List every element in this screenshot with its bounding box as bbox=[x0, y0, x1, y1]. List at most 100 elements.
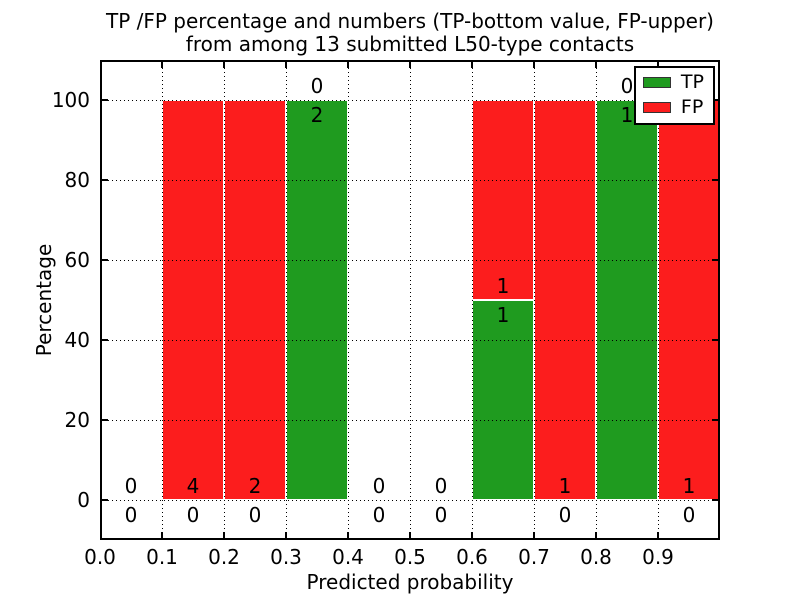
fp-count-label: 0 bbox=[124, 474, 138, 498]
y-axis-label: Percentage bbox=[32, 243, 56, 357]
fp-count-label: 1 bbox=[558, 474, 572, 498]
fp-bar-segment bbox=[534, 100, 596, 500]
y-tick-label: 0 bbox=[77, 488, 90, 512]
x-tick-mark bbox=[161, 532, 163, 538]
vertical-gridline bbox=[409, 60, 411, 540]
x-tick-label: 0.5 bbox=[394, 545, 426, 569]
y-tick-label: 20 bbox=[64, 408, 90, 432]
vertical-gridline bbox=[533, 60, 535, 540]
x-tick-label: 0.0 bbox=[84, 545, 116, 569]
x-tick-label: 0.8 bbox=[580, 545, 612, 569]
x-tick-mark bbox=[533, 532, 535, 538]
y-tick-mark bbox=[712, 179, 718, 181]
x-tick-mark bbox=[223, 532, 225, 538]
y-tick-mark bbox=[102, 99, 108, 101]
y-tick-label: 80 bbox=[64, 168, 90, 192]
tp-count-label: 0 bbox=[372, 503, 386, 527]
vertical-gridline bbox=[285, 60, 287, 540]
x-tick-mark bbox=[100, 62, 102, 68]
x-tick-mark bbox=[595, 532, 597, 538]
fp-count-label: 4 bbox=[186, 474, 200, 498]
plot-area: 0 0 4 0 2 0 0 2 0 0 0 0 1 1 1 0 0 1 1 0 TP FP bbox=[100, 60, 720, 540]
horizontal-gridline bbox=[100, 339, 720, 341]
x-tick-mark bbox=[471, 532, 473, 538]
fp-count-label: 2 bbox=[248, 474, 262, 498]
tp-legend-label: TP bbox=[680, 71, 704, 93]
vertical-gridline bbox=[471, 60, 473, 540]
x-tick-label: 0.7 bbox=[518, 545, 550, 569]
y-tick-mark bbox=[102, 259, 108, 261]
x-tick-label: 0.3 bbox=[270, 545, 302, 569]
x-tick-mark bbox=[471, 62, 473, 68]
horizontal-gridline bbox=[100, 419, 720, 421]
x-tick-label: 0.9 bbox=[642, 545, 674, 569]
x-tick-label: 0.6 bbox=[456, 545, 488, 569]
y-tick-mark bbox=[102, 499, 108, 501]
tp-bar-segment bbox=[472, 300, 534, 500]
x-tick-label: 0.4 bbox=[332, 545, 364, 569]
x-tick-label: 0.1 bbox=[146, 545, 178, 569]
x-tick-mark bbox=[100, 532, 102, 538]
tp-count-label: 1 bbox=[620, 103, 634, 127]
x-tick-mark bbox=[657, 62, 659, 68]
fp-bar-segment bbox=[658, 100, 720, 500]
x-tick-mark bbox=[657, 532, 659, 538]
fp-legend-swatch bbox=[642, 102, 671, 113]
tp-count-label: 2 bbox=[310, 103, 324, 127]
fp-count-label: 1 bbox=[496, 274, 510, 298]
tp-count-label: 0 bbox=[248, 503, 262, 527]
legend: TP FP bbox=[633, 66, 715, 125]
chart-title-line-1: TP /FP percentage and numbers (TP-bottom… bbox=[106, 9, 714, 33]
x-tick-mark bbox=[347, 62, 349, 68]
tp-count-label: 0 bbox=[558, 503, 572, 527]
vertical-gridline bbox=[657, 60, 659, 540]
x-axis-label: Predicted probability bbox=[306, 570, 514, 594]
vertical-gridline bbox=[347, 60, 349, 540]
y-tick-mark bbox=[712, 339, 718, 341]
y-tick-mark bbox=[712, 419, 718, 421]
x-tick-mark bbox=[285, 62, 287, 68]
x-tick-mark bbox=[223, 62, 225, 68]
horizontal-gridline bbox=[100, 259, 720, 261]
y-tick-label: 60 bbox=[64, 248, 90, 272]
x-tick-mark bbox=[409, 62, 411, 68]
y-tick-mark bbox=[102, 419, 108, 421]
fp-count-label: 0 bbox=[372, 474, 386, 498]
legend-item-fp: FP bbox=[642, 96, 704, 118]
y-tick-label: 40 bbox=[64, 328, 90, 352]
fp-bar-segment bbox=[162, 100, 224, 500]
y-tick-mark bbox=[102, 339, 108, 341]
vertical-gridline bbox=[161, 60, 163, 540]
x-tick-mark bbox=[161, 62, 163, 68]
tp-legend-swatch bbox=[642, 77, 671, 88]
tp-bar-segment bbox=[286, 100, 348, 500]
tp-count-label: 0 bbox=[682, 503, 696, 527]
fp-bar-segment bbox=[224, 100, 286, 500]
fp-bar-segment bbox=[472, 100, 534, 300]
fp-count-label: 0 bbox=[310, 74, 324, 98]
y-tick-mark bbox=[712, 99, 718, 101]
y-tick-mark bbox=[102, 179, 108, 181]
tp-count-label: 0 bbox=[186, 503, 200, 527]
x-tick-mark bbox=[347, 532, 349, 538]
fp-legend-label: FP bbox=[680, 96, 704, 118]
horizontal-gridline bbox=[100, 499, 720, 501]
horizontal-gridline bbox=[100, 179, 720, 181]
chart-title-line-2: from among 13 submitted L50-type contact… bbox=[185, 32, 635, 56]
tp-count-label: 0 bbox=[434, 503, 448, 527]
x-tick-label: 0.2 bbox=[208, 545, 240, 569]
x-tick-mark bbox=[595, 62, 597, 68]
fp-count-label: 0 bbox=[434, 474, 448, 498]
tp-count-label: 1 bbox=[496, 303, 510, 327]
fp-count-label: 1 bbox=[682, 474, 696, 498]
tp-count-label: 0 bbox=[124, 503, 138, 527]
y-tick-label: 100 bbox=[51, 88, 90, 112]
x-tick-mark bbox=[409, 532, 411, 538]
x-tick-mark bbox=[533, 62, 535, 68]
y-tick-mark bbox=[712, 499, 718, 501]
tp-bar-segment bbox=[596, 100, 658, 500]
chart-title: TP /FP percentage and numbers (TP-bottom… bbox=[100, 10, 720, 56]
vertical-gridline bbox=[223, 60, 225, 540]
horizontal-gridline bbox=[100, 99, 720, 101]
